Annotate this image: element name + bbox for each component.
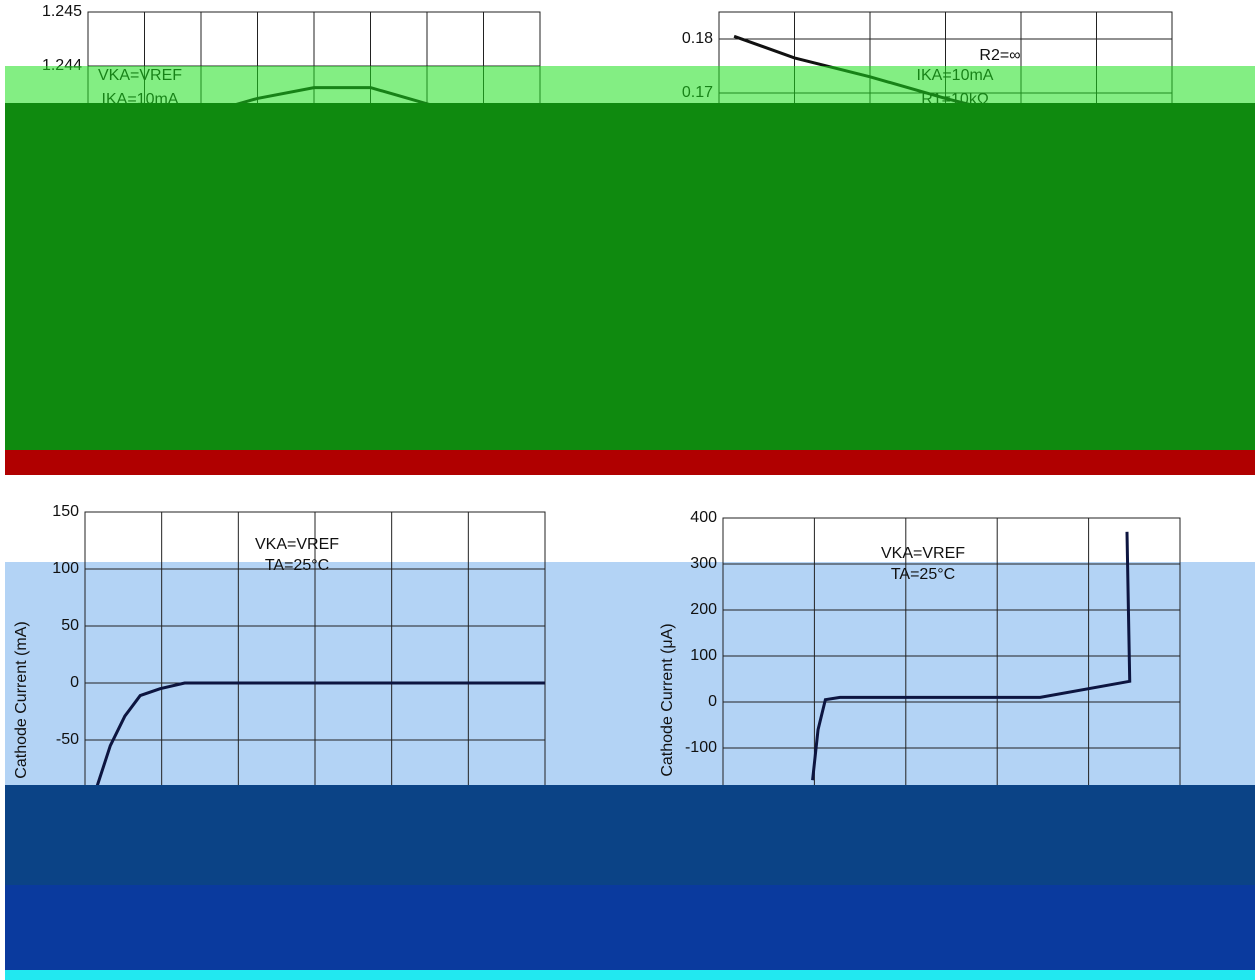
curve: [811, 531, 1132, 781]
glitch-band: [5, 103, 1255, 450]
glitch-band: [5, 785, 1255, 885]
y-tick-label: 1.245: [42, 3, 82, 20]
y-tick-label: -50: [56, 731, 79, 748]
glitch-band: [5, 66, 1255, 103]
glitch-band: [5, 450, 1255, 475]
y-tick-label: 0: [708, 693, 717, 710]
background: [5, 562, 1255, 785]
overlay: [5, 66, 1255, 980]
y-axis-label: Cathode Current (μA): [659, 623, 676, 776]
annotation: TA=25°C: [265, 557, 329, 574]
y-tick-label: 100: [690, 647, 717, 664]
y-tick-label: 0: [70, 674, 79, 691]
annotation: VKA=VREF: [881, 545, 965, 562]
glitch-band: [5, 562, 1255, 785]
y-tick-label: 150: [52, 503, 79, 520]
y-tick-label: 300: [690, 555, 717, 572]
y-tick-label: 400: [690, 509, 717, 526]
y-tick-label: 100: [52, 560, 79, 577]
y-tick-label: 50: [61, 617, 79, 634]
annotation: R2=∞: [979, 47, 1020, 64]
y-tick-label: 0.18: [682, 30, 713, 47]
chart: -50 0 50 100 150 VKA=VREF TA=25°C Cathode Curre…: [13, 503, 546, 798]
glitch-band: [5, 970, 1255, 980]
y-tick-label: -100: [685, 739, 717, 756]
annotation: VKA=VREF: [255, 536, 339, 553]
glitch-band: [5, 885, 1255, 970]
annotation: TA=25°C: [891, 566, 955, 583]
y-tick-label: 200: [690, 601, 717, 618]
curve: [95, 681, 545, 787]
y-axis-label: Cathode Current (mA): [13, 621, 30, 778]
